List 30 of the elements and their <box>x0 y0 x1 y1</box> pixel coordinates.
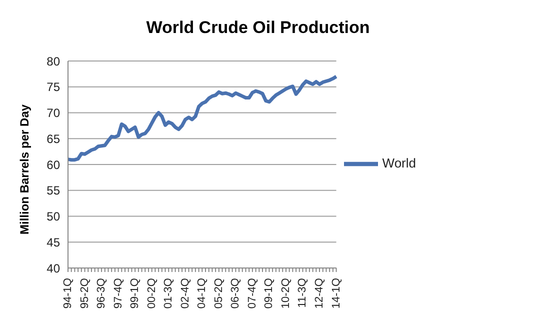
y-tick-label: 40 <box>46 261 60 276</box>
x-tick-label: 07-4Q <box>246 278 258 309</box>
y-tick-label: 60 <box>46 158 60 172</box>
y-tick-label: 45 <box>46 235 60 250</box>
y-tick-label: 75 <box>46 80 60 94</box>
x-tick-label: 00-2Q <box>146 278 158 309</box>
x-tick-label: 97-4Q <box>112 278 124 309</box>
x-tick-label: 99-1Q <box>129 278 142 309</box>
x-tick-label: 05-2Q <box>212 278 225 309</box>
x-tick-label: 01-3Q <box>162 278 175 309</box>
y-tick-label: 55 <box>46 184 60 198</box>
x-tick-label: 11-3Q <box>296 278 309 308</box>
y-tick-label: 70 <box>46 106 60 120</box>
line-series <box>66 74 338 162</box>
x-tick-label: 94-1Q <box>62 278 74 309</box>
x-tick-label: 14-1Q <box>330 278 342 309</box>
y-tick-label: 65 <box>46 132 60 146</box>
chart-title: World Crude Oil Production <box>145 18 371 38</box>
x-tick-label: 04-1Q <box>196 278 208 309</box>
x-tick-label: 95-2Q <box>78 278 91 309</box>
x-tick-label: 02-4Q <box>179 278 192 309</box>
x-tick-label: 09-1Q <box>263 278 276 309</box>
y-tick-label: 80 <box>46 54 60 68</box>
y-tick-label: 50 <box>46 210 60 224</box>
legend-label: World <box>382 155 416 170</box>
x-tick-label: 12-4Q <box>314 278 326 309</box>
x-tick-label: 10-2Q <box>280 278 292 309</box>
x-tick-label: 06-3Q <box>230 278 242 309</box>
x-tick-label: 96-3Q <box>96 278 108 309</box>
y-axis-title: Million Barrels per Day <box>17 104 32 234</box>
